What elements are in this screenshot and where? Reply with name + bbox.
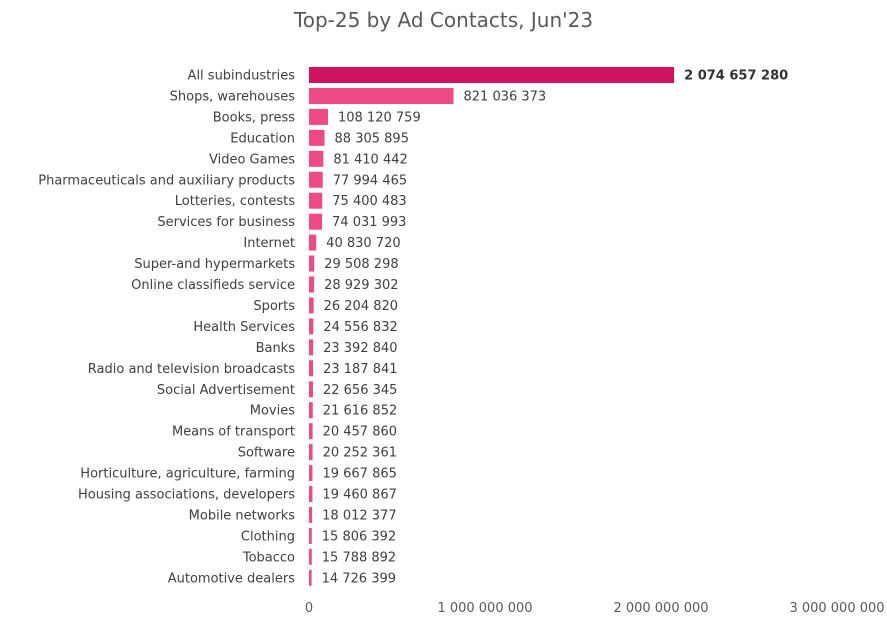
- category-label: Video Games: [209, 152, 295, 167]
- data-label: 20 252 361: [323, 446, 397, 461]
- bar: [309, 423, 313, 440]
- category-label: All subindustries: [188, 69, 296, 84]
- bar: [309, 465, 313, 482]
- category-label: Mobile networks: [189, 508, 296, 523]
- data-label: 77 994 465: [333, 173, 407, 188]
- data-label: 2 074 657 280: [684, 69, 788, 84]
- bar: [309, 213, 323, 230]
- category-label: Software: [238, 446, 295, 461]
- data-label: 81 410 442: [333, 152, 407, 167]
- data-label: 74 031 993: [332, 215, 406, 230]
- bar: [309, 527, 312, 544]
- bar: [309, 402, 313, 419]
- bar: [309, 548, 312, 565]
- x-tick-label: 0: [305, 601, 313, 616]
- x-tick-label: 2 000 000 000: [613, 601, 708, 616]
- bar: [309, 108, 329, 125]
- data-label: 26 204 820: [324, 299, 398, 314]
- data-label: 821 036 373: [464, 89, 547, 104]
- data-label: 28 929 302: [324, 278, 398, 293]
- category-label: Banks: [256, 341, 296, 356]
- data-label: 88 305 895: [335, 131, 409, 146]
- category-label: Means of transport: [172, 425, 295, 440]
- bar: [309, 318, 314, 335]
- data-label: 14 726 399: [322, 571, 396, 586]
- bar: [309, 87, 454, 104]
- bar: [309, 569, 312, 586]
- data-label: 22 656 345: [323, 383, 397, 398]
- bar: [309, 444, 313, 461]
- bar: [309, 67, 675, 83]
- category-label: Services for business: [157, 215, 295, 230]
- data-label: 15 806 392: [322, 529, 396, 544]
- data-label: 18 012 377: [322, 508, 396, 523]
- x-tick-label: 1 000 000 000: [437, 601, 532, 616]
- data-label: 21 616 852: [323, 404, 397, 419]
- category-label: Super-and hypermarkets: [134, 257, 295, 272]
- category-label: Shops, warehouses: [170, 89, 296, 104]
- category-label: Radio and television broadcasts: [88, 362, 295, 377]
- category-label: Automotive dealers: [168, 571, 296, 586]
- data-label: 19 460 867: [322, 488, 396, 503]
- category-label: Pharmaceuticals and auxiliary products: [38, 173, 295, 188]
- category-label: Tobacco: [242, 550, 295, 565]
- bar: [309, 276, 315, 293]
- bar: [309, 192, 323, 209]
- data-label: 19 667 865: [322, 467, 396, 482]
- category-label: Books, press: [213, 110, 295, 125]
- bar: [309, 255, 315, 272]
- data-label: 75 400 483: [332, 194, 406, 209]
- category-label: Clothing: [241, 529, 295, 544]
- data-label: 23 187 841: [323, 362, 397, 377]
- data-label: 24 556 832: [323, 320, 397, 335]
- category-label: Movies: [250, 404, 295, 419]
- category-label: Lotteries, contests: [175, 194, 295, 209]
- bar: [309, 129, 325, 146]
- chart-title: Top-25 by Ad Contacts, Jun'23: [293, 8, 594, 32]
- data-label: 29 508 298: [324, 257, 398, 272]
- data-label: 108 120 759: [338, 110, 421, 125]
- data-label: 40 830 720: [326, 236, 400, 251]
- x-tick-label: 3 000 000 000: [789, 601, 884, 616]
- category-label: Education: [230, 131, 295, 146]
- category-label: Housing associations, developers: [78, 488, 295, 503]
- bar: [309, 360, 314, 377]
- bar: [309, 381, 313, 398]
- data-label: 15 788 892: [322, 550, 396, 565]
- bar: [309, 486, 313, 502]
- bar: [309, 234, 317, 251]
- bar: [309, 297, 314, 314]
- bar: [309, 506, 313, 523]
- data-label: 20 457 860: [323, 425, 397, 440]
- bar: [309, 339, 314, 356]
- category-label: Horticulture, agriculture, farming: [80, 467, 295, 482]
- category-label: Sports: [253, 299, 295, 314]
- bar: [309, 171, 323, 188]
- category-label: Health Services: [193, 320, 295, 335]
- category-label: Social Advertisement: [157, 383, 295, 398]
- category-label: Internet: [243, 236, 295, 251]
- bar: [309, 150, 324, 167]
- category-label: Online classifieds service: [131, 278, 295, 293]
- data-label: 23 392 840: [323, 341, 397, 356]
